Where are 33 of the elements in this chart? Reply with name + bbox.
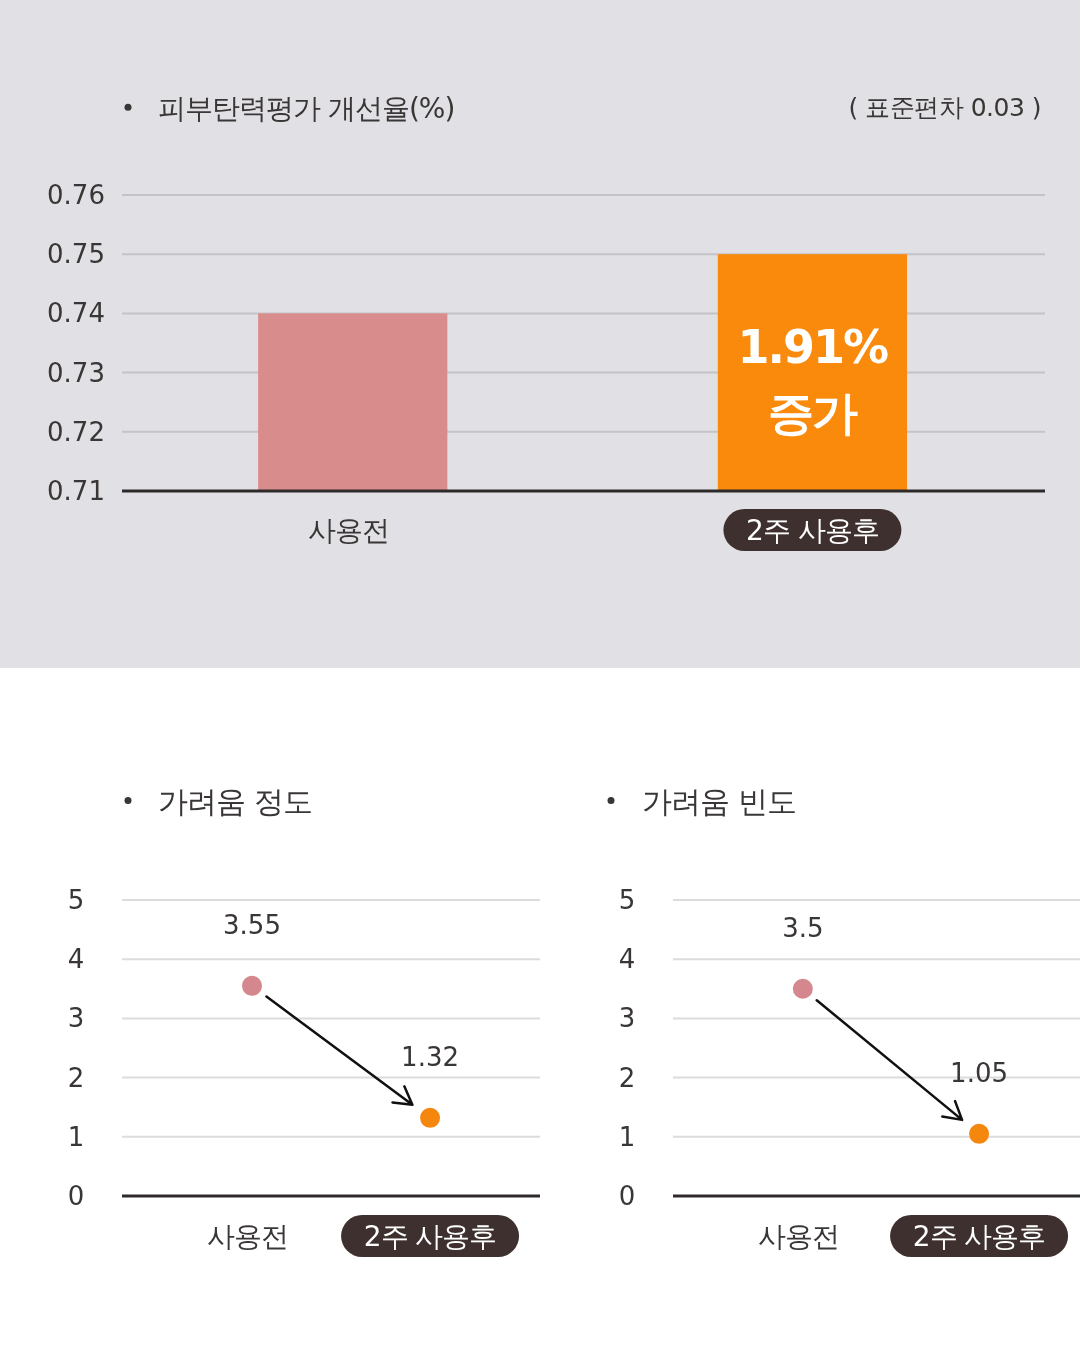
y-tick-label: 5 — [618, 885, 636, 915]
x-tick-label: 사용전 — [207, 1220, 289, 1253]
y-tick-label: 2 — [67, 1062, 85, 1093]
y-tick-label: 1 — [67, 1121, 85, 1152]
y-tick-label: 4 — [618, 944, 636, 975]
x-tick-label: 2주 사용후 — [363, 1220, 497, 1253]
y-tick-label: 2 — [618, 1062, 636, 1093]
y-tick-label: 0.75 — [47, 239, 105, 270]
annotation: 1.91% 증가 — [737, 320, 889, 440]
y-tick-label: 0.76 — [47, 180, 105, 210]
chart-subtitle: ( 표준편차 0.03 ) — [848, 93, 1041, 122]
y-tick-label: 0 — [618, 1181, 636, 1211]
y-tick-label: 0.74 — [47, 298, 105, 329]
chart-title: 피부탄력평가 개선율(%) — [158, 92, 455, 125]
x-tick-label: 2주 사용후 — [912, 1220, 1046, 1253]
chart-title: 가려움 정도 — [158, 784, 312, 819]
data-label: 3.55 — [223, 909, 281, 940]
y-tick-label: 3 — [67, 1003, 85, 1034]
x-tick-label: 사용전 — [758, 1220, 840, 1253]
data-label: 3.5 — [782, 912, 824, 943]
y-tick-label: 5 — [67, 885, 85, 915]
x-tick-label: 2주 사용후 — [746, 514, 879, 547]
data-label: 1.05 — [950, 1057, 1009, 1088]
x-tick-label: 사용전 — [308, 514, 390, 547]
data-label: 1.32 — [401, 1041, 460, 1072]
y-tick-label: 0.72 — [47, 416, 105, 447]
y-tick-label: 0 — [67, 1181, 85, 1211]
y-tick-label: 4 — [67, 944, 85, 975]
y-tick-label: 1 — [618, 1121, 636, 1152]
y-tick-label: 3 — [618, 1003, 636, 1034]
y-tick-label: 0.73 — [47, 357, 105, 388]
chart-title: 가려움 빈도 — [642, 784, 796, 819]
y-tick-label: 0.71 — [47, 476, 105, 506]
